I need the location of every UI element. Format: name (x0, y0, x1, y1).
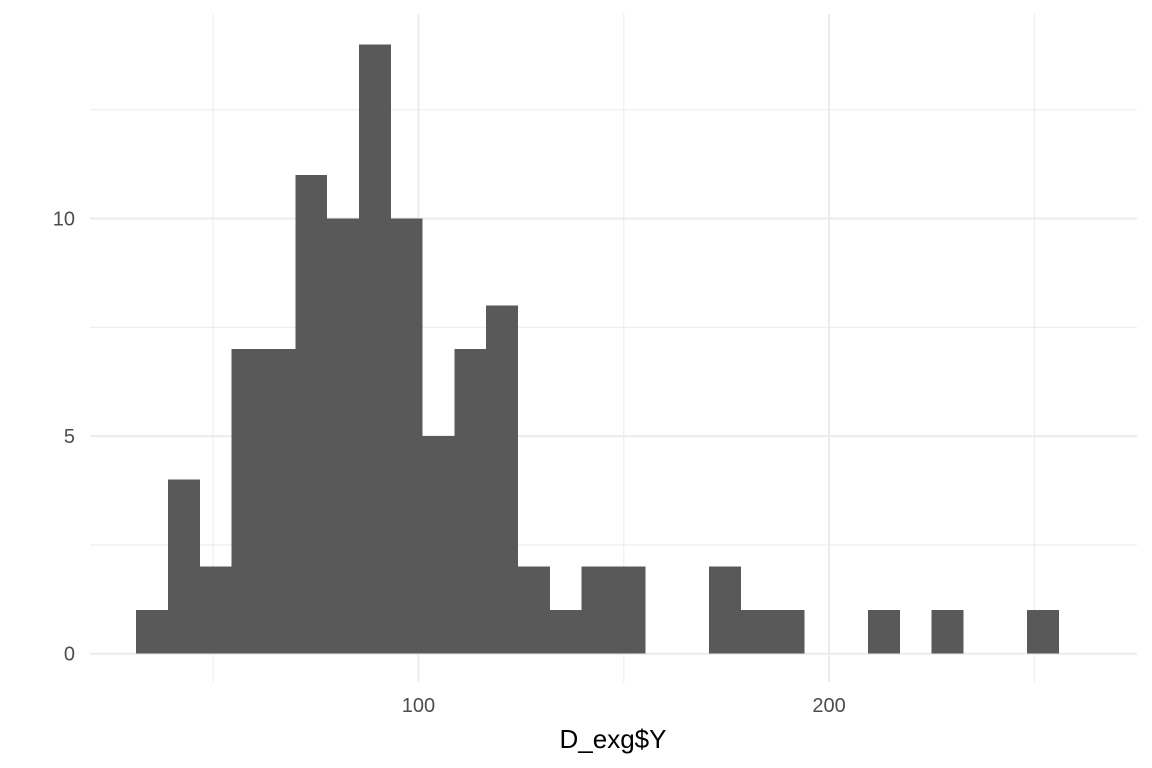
histogram-bar (518, 566, 550, 654)
histogram-bar (263, 349, 296, 654)
y-tick-label: 10 (53, 209, 75, 231)
histogram-bar (327, 218, 359, 654)
histogram-bars (136, 44, 1059, 654)
histogram-bar (136, 610, 169, 654)
x-tick-label: 100 (402, 695, 435, 717)
histogram-bar (295, 175, 328, 654)
x-axis-tick-labels: 100 200 (402, 695, 846, 717)
x-axis-title: D_exg$Y (560, 724, 667, 754)
histogram-bar (199, 566, 232, 654)
histogram-bar (868, 610, 900, 654)
histogram-bar (390, 218, 423, 654)
histogram-bar (931, 610, 964, 654)
histogram-bar (231, 349, 264, 654)
histogram-bar (168, 479, 200, 654)
histogram-bar (581, 566, 614, 654)
histogram-bar (708, 566, 741, 654)
histogram-bar (772, 610, 805, 654)
histogram-bar (1027, 610, 1059, 654)
y-tick-label: 5 (64, 426, 75, 448)
histogram-bar (613, 566, 646, 654)
histogram-bar (454, 349, 487, 654)
histogram-bar (740, 610, 773, 654)
y-tick-label: 0 (64, 644, 75, 666)
histogram-bar (358, 44, 391, 654)
y-axis-tick-labels: 0 5 10 (53, 209, 75, 666)
histogram-bar (549, 610, 582, 654)
x-tick-label: 200 (812, 695, 845, 717)
histogram-bar (422, 436, 455, 654)
histogram-bar (486, 305, 519, 654)
